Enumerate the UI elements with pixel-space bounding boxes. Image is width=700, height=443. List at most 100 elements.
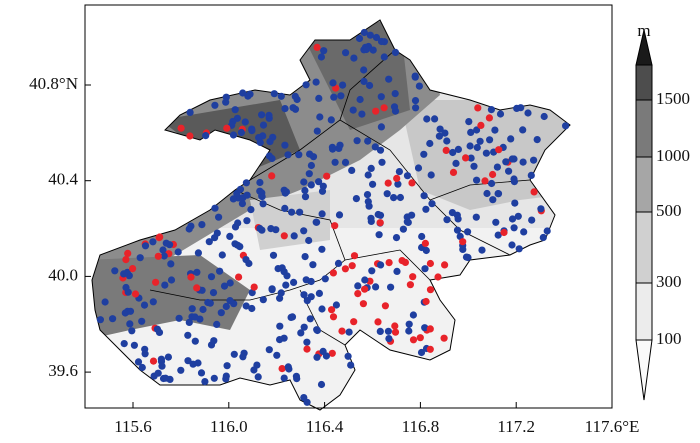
station [515,245,523,253]
station [374,318,382,326]
colorbar-unit: m [637,21,650,40]
station [395,168,403,176]
station [265,152,273,160]
station [510,175,518,183]
station [273,351,281,359]
station [268,172,276,180]
station [391,328,400,336]
station [307,293,315,301]
station [533,136,541,144]
station [337,92,345,100]
station [317,380,326,389]
station [467,154,475,162]
station [462,253,471,261]
station [427,171,435,179]
station [313,218,321,226]
colorbar-label: 100 [656,329,682,348]
station [391,322,399,330]
station [443,137,451,145]
station [303,345,311,353]
station [361,276,369,284]
station [494,231,502,239]
colorbar-box [635,211,653,284]
station [186,108,194,116]
station [377,93,385,101]
station [391,48,400,57]
station [376,146,385,154]
station [385,259,393,267]
station [352,195,360,203]
station [290,278,298,286]
station [422,246,430,255]
station [405,320,413,328]
station [242,302,250,310]
station [472,213,480,221]
station [366,81,374,90]
station [487,106,495,114]
station [421,265,429,273]
station [330,93,338,101]
station [409,311,417,319]
station [126,307,135,315]
station [301,253,309,261]
station [377,261,385,269]
frame [84,4,613,409]
station [277,289,285,297]
station [364,171,372,179]
station [383,190,391,198]
station [426,139,434,148]
station [236,243,244,251]
station [342,49,350,57]
station [313,127,321,135]
station [149,357,158,365]
station [101,298,109,306]
colorbar-label: 1500 [656,89,690,108]
station [277,92,285,100]
station [167,260,175,268]
station [354,282,362,290]
station [266,138,274,146]
station [162,239,170,247]
station [229,195,237,203]
station [508,155,516,163]
station [481,177,489,185]
station [188,305,196,313]
station [392,234,401,242]
station [220,282,229,290]
station [239,89,247,97]
station [198,286,206,294]
station [268,285,276,293]
station [155,328,164,336]
station [519,158,527,166]
station [177,124,185,132]
station [440,334,448,342]
station [367,214,375,222]
station [412,104,420,112]
station [152,278,160,286]
station [197,369,206,377]
station [466,142,474,150]
station [291,92,299,100]
station [418,232,426,241]
station [317,53,325,61]
station [323,172,331,180]
station [270,90,278,98]
station [329,79,337,87]
station [186,132,194,140]
station [199,305,207,314]
station [305,236,313,245]
x-tick-label: 116.8 [402,417,440,436]
station [409,336,418,344]
station [194,249,202,257]
station [488,179,496,188]
station [328,143,336,151]
station [454,145,462,153]
station [485,114,493,122]
station [259,200,267,208]
station [372,283,380,291]
station [313,43,321,52]
station [483,189,491,198]
station [149,238,157,246]
station [381,302,389,310]
station [393,174,401,182]
